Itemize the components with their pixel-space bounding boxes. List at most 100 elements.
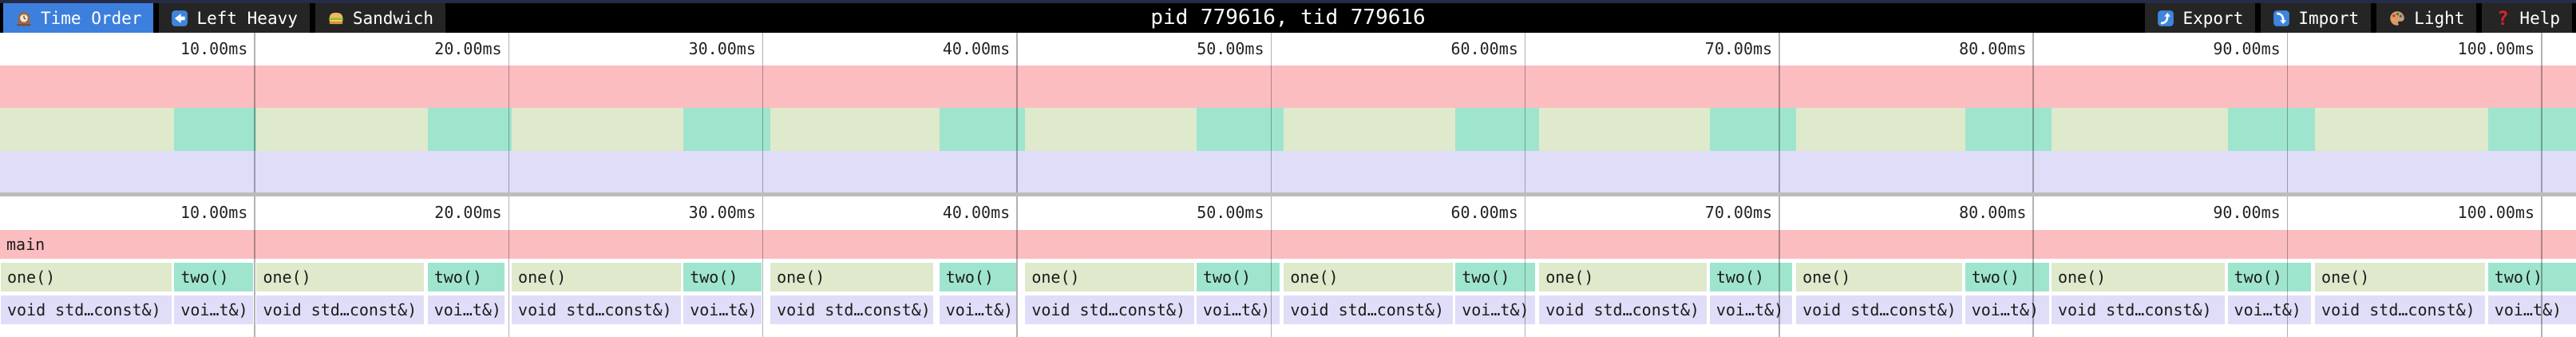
- gridline: [762, 196, 764, 337]
- frame-one[interactable]: one(): [1539, 263, 1707, 291]
- topbar-border: [0, 0, 2576, 3]
- minimap-two-segment: [1965, 108, 2052, 151]
- gridline: [508, 33, 510, 192]
- frame-child-one[interactable]: void std…const&): [1284, 295, 1454, 324]
- tick-label: 70.00ms: [1704, 203, 1773, 222]
- tab-label: Export: [2182, 8, 2244, 28]
- gridline: [1524, 196, 1526, 337]
- gridline: [2032, 33, 2034, 192]
- tab-label: Time Order: [41, 8, 142, 28]
- minimap-two-segment: [174, 108, 257, 151]
- frame-child-one[interactable]: void std…const&): [512, 295, 682, 324]
- frame-two[interactable]: two(): [1455, 263, 1536, 291]
- gridline: [1270, 33, 1272, 192]
- frame-two[interactable]: two(): [174, 263, 254, 291]
- frame-one[interactable]: one(): [0, 263, 172, 291]
- flamegraph[interactable]: 10.00ms 20.00ms 30.00ms 40.00ms 50.00ms 60.00…: [0, 196, 2576, 337]
- frame-child-two[interactable]: voi…t&): [939, 295, 1017, 324]
- palette-icon: [2388, 10, 2406, 27]
- tab-sandwich[interactable]: Sandwich: [315, 3, 446, 33]
- frame-one[interactable]: one(): [770, 263, 934, 291]
- clock-icon: [15, 10, 33, 27]
- frame-child-one[interactable]: void std…const&): [2315, 295, 2485, 324]
- export-button[interactable]: Export: [2145, 3, 2256, 33]
- tick-label: 50.00ms: [1197, 39, 1264, 58]
- frame-child-two[interactable]: voi…t&): [1196, 295, 1280, 324]
- frame-one[interactable]: one(): [256, 263, 424, 291]
- action-tabs: Export Import Light ? Help: [2145, 3, 2572, 33]
- frame-one[interactable]: one(): [1796, 263, 1963, 291]
- frame-child-one[interactable]: void std…const&): [1539, 295, 1707, 324]
- import-button[interactable]: Import: [2261, 3, 2372, 33]
- theme-toggle-button[interactable]: Light: [2376, 3, 2477, 33]
- minimap[interactable]: 10.00ms 20.00ms 30.00ms 40.00ms 50.00ms 60.00…: [0, 33, 2576, 192]
- frame-child-two[interactable]: voi…t&): [1455, 295, 1536, 324]
- minimap-two-segment: [1709, 108, 1797, 151]
- gridline: [2541, 196, 2542, 337]
- tick-label: 20.00ms: [434, 203, 502, 222]
- help-button[interactable]: ? Help: [2482, 3, 2572, 33]
- gridline: [2032, 196, 2034, 337]
- frame-child-one[interactable]: void std…const&): [0, 295, 172, 324]
- gridline: [1779, 33, 1780, 192]
- tick-label: 40.00ms: [942, 203, 1011, 222]
- frame-child-two[interactable]: voi…t&): [427, 295, 505, 324]
- gridline: [508, 196, 510, 337]
- frame-two[interactable]: two(): [2227, 263, 2311, 291]
- frame-child-two[interactable]: voi…t&): [1965, 295, 2049, 324]
- tab-label: Left Heavy: [196, 8, 298, 28]
- topbar: Time Order Left Heavy Sandwich pid 77961…: [0, 3, 2576, 33]
- frame-child-two[interactable]: voi…t&): [683, 295, 762, 324]
- panel-divider[interactable]: [0, 192, 2576, 196]
- minimap-row-level1: [0, 108, 2576, 151]
- minimap-two-segment: [2487, 108, 2576, 151]
- flamegraph-row-level1: one() two() one() two() one() two() one() two()…: [0, 263, 2576, 291]
- gridline: [762, 33, 764, 192]
- tick-label: 90.00ms: [2213, 39, 2281, 58]
- frame-two[interactable]: two(): [1196, 263, 1280, 291]
- flamegraph-row-level2: void std…const&) voi…t&) void std…const&) v…: [0, 295, 2576, 324]
- frame-one[interactable]: one(): [2315, 263, 2485, 291]
- frame-two[interactable]: two(): [427, 263, 505, 291]
- tick-label: 10.00ms: [180, 203, 248, 222]
- frame-child-two[interactable]: voi…t&): [1709, 295, 1792, 324]
- frame-child-one[interactable]: void std…const&): [2051, 295, 2226, 324]
- frame-main[interactable]: main: [0, 230, 2576, 259]
- frame-child-one[interactable]: void std…const&): [770, 295, 934, 324]
- frame-child-two[interactable]: voi…t&): [2487, 295, 2576, 324]
- tab-left-heavy[interactable]: Left Heavy: [159, 3, 310, 33]
- tab-time-order[interactable]: Time Order: [3, 3, 154, 33]
- frame-one[interactable]: one(): [2051, 263, 2226, 291]
- tick-label: 100.00ms: [2457, 203, 2534, 222]
- frame-one[interactable]: one(): [1284, 263, 1454, 291]
- frame-child-one[interactable]: void std…const&): [256, 295, 424, 324]
- frame-two[interactable]: two(): [2487, 263, 2576, 291]
- minimap-row-main: [0, 65, 2576, 108]
- gridline: [2286, 33, 2289, 192]
- help-icon: ?: [2497, 6, 2509, 30]
- frame-two[interactable]: two(): [1709, 263, 1792, 291]
- sandwich-icon: [327, 10, 345, 27]
- frame-child-two[interactable]: voi…t&): [174, 295, 254, 324]
- tick-label: 30.00ms: [688, 203, 756, 222]
- minimap-two-segment: [1455, 108, 1540, 151]
- gridline: [254, 33, 255, 192]
- frame-one[interactable]: one(): [512, 263, 682, 291]
- frame-one[interactable]: one(): [1025, 263, 1194, 291]
- tick-label: 80.00ms: [1959, 203, 2027, 222]
- frame-two[interactable]: two(): [1965, 263, 2049, 291]
- tick-label: 10.00ms: [180, 39, 248, 58]
- gridline: [1016, 33, 1018, 192]
- frame-two[interactable]: two(): [683, 263, 762, 291]
- tick-label: 80.00ms: [1959, 39, 2027, 58]
- frame-child-two[interactable]: voi…t&): [2227, 295, 2311, 324]
- tab-label: Import: [2298, 8, 2360, 28]
- frame-child-one[interactable]: void std…const&): [1025, 295, 1194, 324]
- flamegraph-row-main: main: [0, 230, 2576, 259]
- tick-label: 60.00ms: [1450, 39, 1518, 58]
- left-arrow-icon: [171, 10, 188, 27]
- frame-two[interactable]: two(): [939, 263, 1017, 291]
- frame-child-one[interactable]: void std…const&): [1796, 295, 1963, 324]
- tick-label: 90.00ms: [2213, 203, 2281, 222]
